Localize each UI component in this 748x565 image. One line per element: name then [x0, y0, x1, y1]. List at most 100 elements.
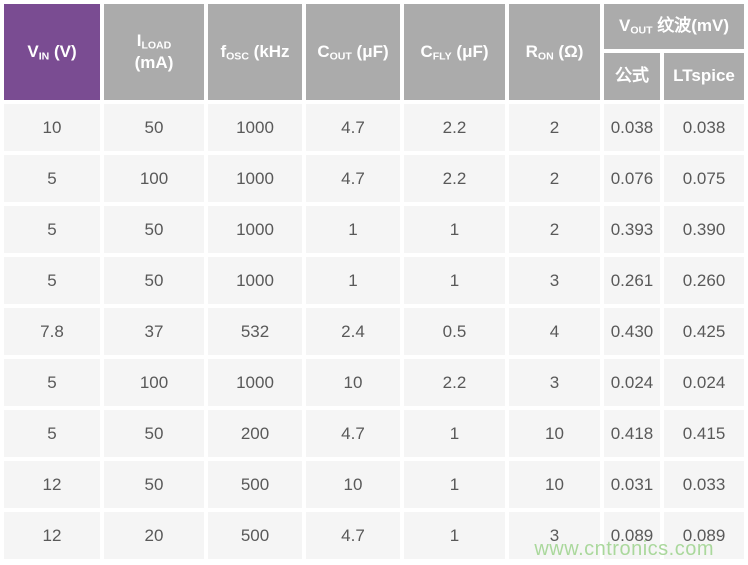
cell-ron: 4	[509, 308, 600, 355]
cell-vin: 7.8	[4, 308, 100, 355]
cell-formula-ripple: 0.031	[604, 461, 660, 508]
col-header-cout: COUT (μF)	[306, 4, 400, 100]
cout-unit: (μF)	[351, 41, 389, 61]
cell-fosc: 1000	[208, 359, 302, 406]
cfly-symbol: C	[420, 41, 433, 61]
col-header-cfly: CFLY (μF)	[404, 4, 505, 100]
table-body: 10 50 1000 4.7 2.2 2 0.038 0.038 5 100 1000 4.7 2.2 2…	[4, 104, 745, 559]
cell-ron: 3	[509, 257, 600, 304]
cell-vin: 5	[4, 257, 100, 304]
cell-ltspice-ripple: 0.038	[664, 104, 745, 151]
cell-ron: 3	[509, 512, 600, 559]
cell-fosc: 1000	[208, 257, 302, 304]
cell-ron: 2	[509, 104, 600, 151]
cell-vin: 12	[4, 512, 100, 559]
col-header-ron: RON (Ω)	[509, 4, 600, 100]
table-row: 7.8 37 532 2.4 0.5 4 0.430 0.425	[4, 308, 745, 355]
cell-ron: 2	[509, 206, 600, 253]
iload-unit: (mA)	[134, 53, 174, 72]
cell-formula-ripple: 0.261	[604, 257, 660, 304]
cell-iload: 50	[104, 206, 204, 253]
ron-unit: (Ω)	[553, 41, 584, 61]
vout-ripple-label: 纹波(mV)	[652, 16, 730, 36]
cell-fosc: 500	[208, 512, 302, 559]
cell-cout: 10	[306, 359, 400, 406]
cell-cfly: 1	[404, 410, 505, 457]
cell-cfly: 1	[404, 461, 505, 508]
cell-cfly: 2.2	[404, 104, 505, 151]
cell-iload: 50	[104, 410, 204, 457]
cell-iload: 50	[104, 461, 204, 508]
cell-cout: 10	[306, 461, 400, 508]
cell-cout: 4.7	[306, 155, 400, 202]
cell-iload: 50	[104, 257, 204, 304]
cell-ron: 10	[509, 461, 600, 508]
table-row: 12 20 500 4.7 1 3 0.089 0.089	[4, 512, 745, 559]
cell-cout: 4.7	[306, 104, 400, 151]
col-header-vout-ripple-group: VOUT 纹波(mV)	[604, 4, 745, 49]
vin-subscript: IN	[38, 50, 50, 63]
cell-ltspice-ripple: 0.033	[664, 461, 745, 508]
cell-formula-ripple: 0.076	[604, 155, 660, 202]
table-row: 5 100 1000 10 2.2 3 0.024 0.024	[4, 359, 745, 406]
vout-symbol: V	[618, 16, 631, 36]
fosc-unit: (kHz	[248, 41, 290, 61]
fosc-subscript: OSC	[226, 50, 249, 63]
cell-fosc: 1000	[208, 155, 302, 202]
table-row: 5 50 1000 1 1 3 0.261 0.260	[4, 257, 745, 304]
vout-subscript: OUT	[630, 25, 653, 38]
ron-symbol: R	[525, 41, 538, 61]
cell-ltspice-ripple: 0.089	[664, 512, 745, 559]
cell-ltspice-ripple: 0.415	[664, 410, 745, 457]
cout-symbol: C	[317, 41, 330, 61]
fosc-symbol: f	[220, 41, 227, 61]
cell-iload: 100	[104, 359, 204, 406]
cell-ltspice-ripple: 0.075	[664, 155, 745, 202]
cell-fosc: 532	[208, 308, 302, 355]
cell-cfly: 1	[404, 512, 505, 559]
cell-iload: 100	[104, 155, 204, 202]
cell-cfly: 0.5	[404, 308, 505, 355]
iload-subscript: LOAD	[141, 39, 172, 52]
cell-formula-ripple: 0.024	[604, 359, 660, 406]
cell-formula-ripple: 0.038	[604, 104, 660, 151]
col-header-ltspice: LTspice	[664, 53, 745, 100]
col-header-iload: ILOAD (mA)	[104, 4, 204, 100]
cell-fosc: 1000	[208, 206, 302, 253]
cell-ltspice-ripple: 0.390	[664, 206, 745, 253]
vin-unit: (V)	[49, 41, 77, 61]
cell-cout: 1	[306, 206, 400, 253]
cfly-unit: (μF)	[451, 41, 489, 61]
cell-cout: 2.4	[306, 308, 400, 355]
cell-iload: 20	[104, 512, 204, 559]
cell-vin: 5	[4, 155, 100, 202]
table-row: 5 50 200 4.7 1 10 0.418 0.415	[4, 410, 745, 457]
cell-fosc: 200	[208, 410, 302, 457]
cell-cfly: 2.2	[404, 359, 505, 406]
cell-iload: 50	[104, 104, 204, 151]
cfly-subscript: FLY	[432, 50, 452, 63]
table-header: VIN (V) ILOAD (mA) fOSC (kHz COUT (μF) C…	[4, 4, 745, 100]
cell-cout: 4.7	[306, 512, 400, 559]
cell-formula-ripple: 0.393	[604, 206, 660, 253]
iload-symbol: I	[136, 30, 142, 50]
cell-fosc: 500	[208, 461, 302, 508]
cell-ron: 3	[509, 359, 600, 406]
cell-cfly: 1	[404, 206, 505, 253]
cell-iload: 37	[104, 308, 204, 355]
cell-formula-ripple: 0.089	[604, 512, 660, 559]
col-header-vin: VIN (V)	[4, 4, 100, 100]
col-header-formula: 公式	[604, 53, 660, 100]
cell-formula-ripple: 0.418	[604, 410, 660, 457]
table-row: 10 50 1000 4.7 2.2 2 0.038 0.038	[4, 104, 745, 151]
cell-formula-ripple: 0.430	[604, 308, 660, 355]
cout-subscript: OUT	[329, 50, 352, 63]
cell-vin: 5	[4, 410, 100, 457]
ron-subscript: ON	[537, 50, 554, 63]
cell-ltspice-ripple: 0.425	[664, 308, 745, 355]
cell-vin: 5	[4, 206, 100, 253]
cell-cout: 4.7	[306, 410, 400, 457]
cell-vin: 10	[4, 104, 100, 151]
